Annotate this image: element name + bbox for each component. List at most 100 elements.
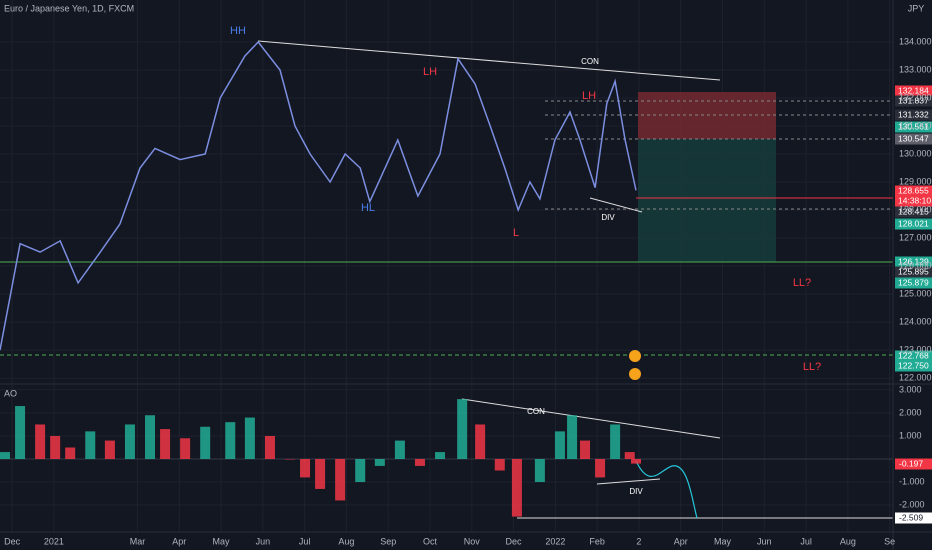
div-line (589, 197, 643, 213)
price-tag (895, 185, 932, 197)
price-tag (895, 218, 932, 230)
ao-bar (180, 438, 191, 459)
ao-bar (65, 447, 76, 459)
currency: JPY (908, 3, 925, 13)
y-tick-label: 127.000 (899, 232, 932, 242)
ao-bar (554, 431, 565, 459)
x-tick-label: Nov (464, 536, 481, 546)
ao-tag (895, 512, 932, 524)
ao-trend-line (461, 398, 721, 439)
annotation: DIV (629, 487, 643, 496)
ao-projection (635, 460, 698, 519)
x-tick-label: Jun (757, 536, 772, 546)
x-tick-label: 2 (636, 536, 641, 546)
x-tick-label: Aug (338, 536, 354, 546)
price-tag-label: 128.655 (898, 185, 929, 195)
price-tag-label: 130.561 (898, 121, 929, 131)
price-tag (895, 350, 932, 362)
x-tick-label: Dec (506, 536, 523, 546)
ao-bar (145, 415, 156, 459)
ao-bar (200, 426, 211, 459)
ao-tag-label: -2.509 (899, 512, 923, 522)
annotation: LH (582, 90, 596, 102)
x-tick-label: Feb (589, 536, 605, 546)
x-tick-label: Jun (256, 536, 271, 546)
price-tag (895, 256, 932, 268)
y-tick-label: 122.000 (899, 372, 932, 382)
y-tick-label: 133.000 (899, 64, 932, 74)
event-icon[interactable] (629, 350, 641, 362)
ao-bar (335, 459, 346, 501)
ao-bar (355, 459, 366, 483)
ao-bar (35, 424, 46, 459)
x-tick-label: May (213, 536, 231, 546)
ao-bar (85, 431, 96, 459)
annotation: HL (361, 202, 375, 214)
y-tick-label: -2.000 (899, 499, 925, 509)
ao-label: AO (4, 388, 17, 398)
ao-bar (264, 435, 275, 459)
x-tick-label: Aug (840, 536, 856, 546)
x-tick-label: Jul (800, 536, 812, 546)
ao-bar (374, 459, 385, 466)
price-tag-label: 126.129 (898, 256, 929, 266)
price-tag-label: 125.895 (898, 266, 929, 276)
ao-bar (435, 452, 446, 459)
y-tick-label: 3.000 (899, 384, 922, 394)
price-tag-label: 14:38:10 (898, 195, 931, 205)
x-tick-label: Oct (423, 536, 438, 546)
x-tick-label: May (714, 536, 732, 546)
ao-bar (225, 422, 236, 459)
y-tick-label: 125.000 (899, 288, 932, 298)
ao-tag-label: -0.197 (899, 458, 923, 468)
ao-tag (895, 458, 932, 470)
price-tag-label: 122.768 (898, 350, 929, 360)
ao-bar (394, 440, 405, 459)
price-line (0, 40, 637, 351)
ao-bar (300, 459, 311, 478)
price-tag-label: 128.415 (898, 206, 929, 216)
y-tick-label: 124.000 (899, 316, 932, 326)
grid (0, 0, 893, 532)
ao-bar (160, 429, 171, 459)
price-tag-label: 128.021 (898, 218, 929, 228)
ao-bar (414, 459, 425, 466)
y-tick-label: 126.000 (899, 260, 932, 270)
y-tick-label: 2.000 (899, 407, 922, 417)
price-tag-label: 130.547 (898, 133, 929, 143)
marks (0, 40, 642, 517)
event-icon[interactable] (629, 368, 641, 380)
y-tick-label: 131.000 (899, 120, 932, 130)
ao-bar (315, 459, 326, 489)
price-tag (895, 85, 932, 97)
ao-bar (534, 459, 545, 483)
price-tag (895, 206, 932, 218)
x-tick-label: Apr (674, 536, 688, 546)
annotation: LH (423, 66, 437, 78)
x-tick-label: Apr (172, 536, 186, 546)
trend-line (257, 40, 721, 81)
price-tag (895, 266, 932, 278)
ao-bar (104, 440, 115, 459)
ao-bar (511, 459, 522, 517)
ao-bar (244, 417, 255, 459)
price-tag (895, 109, 932, 121)
annotation: DIV (601, 213, 615, 222)
ao-bar (494, 459, 505, 471)
annotation: CON (527, 407, 545, 416)
price-tag (895, 360, 932, 372)
ao-bar (475, 424, 486, 459)
annotation: L (513, 227, 519, 239)
price-tag (895, 95, 932, 107)
ao-bar (50, 435, 61, 459)
y-tick-label: 123.000 (899, 344, 932, 354)
ao-bar (0, 452, 11, 459)
target-zone (638, 139, 776, 262)
ao-bar (624, 452, 635, 459)
ao-bar (567, 415, 578, 459)
price-tag (895, 277, 932, 289)
price-tag (895, 133, 932, 145)
price-tag-label: 122.750 (898, 360, 929, 370)
